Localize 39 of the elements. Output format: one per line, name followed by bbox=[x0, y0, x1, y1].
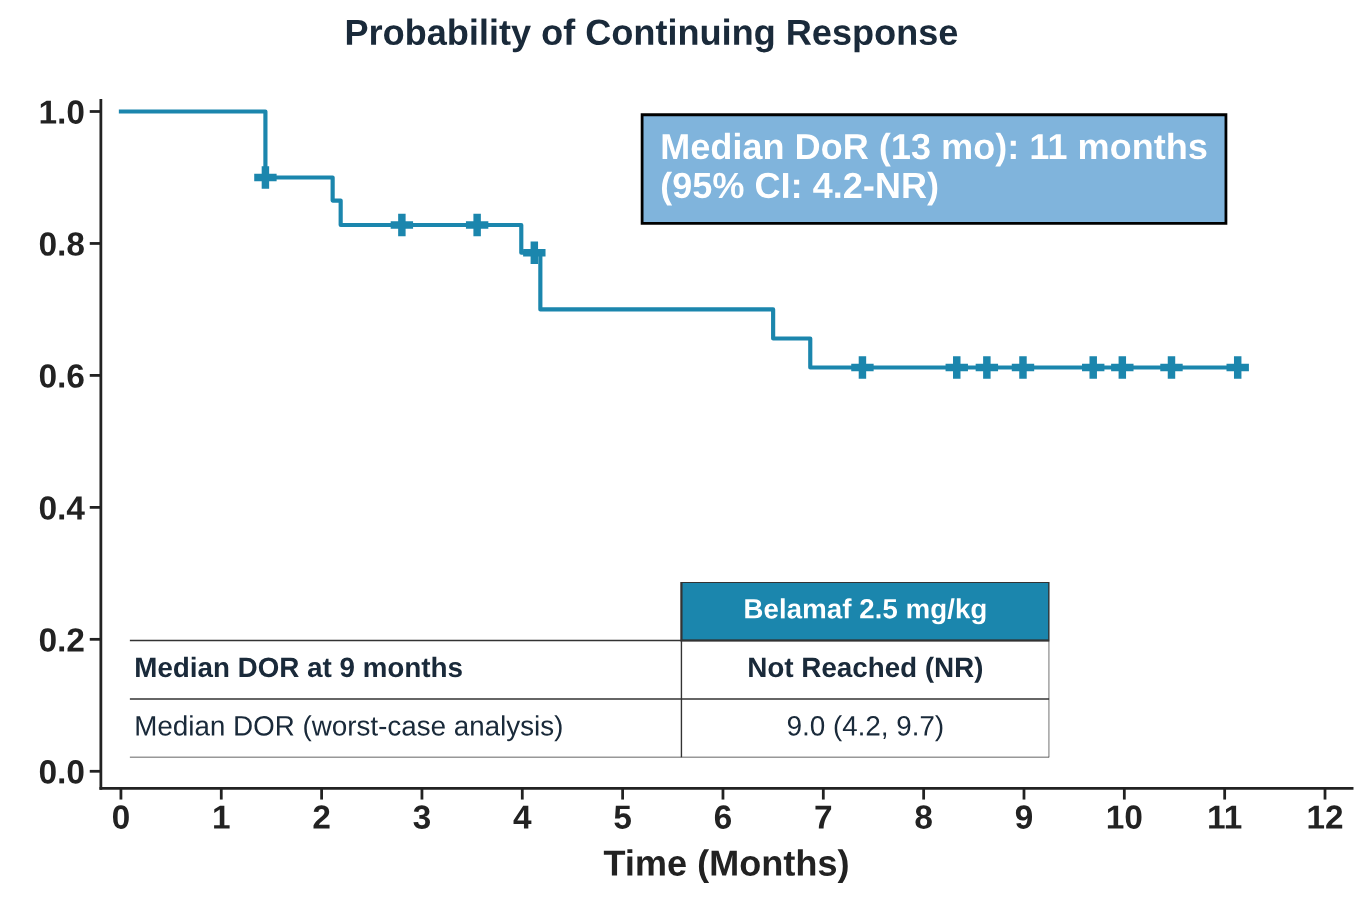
x-axis-title: Time (Months) bbox=[603, 849, 848, 884]
y-tick-label: 0.0 bbox=[39, 760, 84, 784]
point bbox=[1011, 356, 1035, 379]
x-tick-label: 8 bbox=[915, 805, 932, 829]
point bbox=[390, 213, 414, 237]
point bbox=[465, 213, 489, 237]
annotation: 9.0 (4.2, 9.7) bbox=[787, 715, 943, 742]
x-tick-label: 9 bbox=[1015, 805, 1033, 829]
point bbox=[1111, 356, 1134, 379]
x-tick-label: 4 bbox=[513, 805, 532, 829]
point bbox=[1160, 356, 1183, 379]
point bbox=[254, 166, 277, 189]
y-tick-label: 0.4 bbox=[39, 496, 85, 520]
x-tick-label: 6 bbox=[714, 805, 732, 829]
x-tick-label: 11 bbox=[1209, 805, 1242, 829]
annotation: Median DOR at 9 months bbox=[136, 656, 462, 678]
x-tick-label: 10 bbox=[1107, 805, 1142, 829]
x-tick-label: 0 bbox=[112, 805, 129, 829]
x-tick-label: 7 bbox=[815, 805, 832, 829]
y-tick-label: 1.0 bbox=[40, 100, 84, 124]
annotation: Belamaf 2.5 mg/kg bbox=[745, 598, 986, 625]
annotation: Not Reached (NR) bbox=[749, 656, 983, 683]
point bbox=[1082, 356, 1105, 379]
y-tick-label: 0.2 bbox=[39, 628, 84, 652]
point bbox=[523, 241, 546, 264]
chart-title: Probability of Continuing Response bbox=[346, 18, 958, 53]
x-tick-label: 1 bbox=[214, 805, 230, 829]
point bbox=[1226, 356, 1249, 379]
annotation: Median DOR (worst-case analysis) bbox=[136, 715, 562, 742]
x-tick-label: 5 bbox=[614, 805, 631, 829]
x-tick-label: 3 bbox=[413, 805, 431, 829]
point bbox=[945, 356, 968, 379]
x-tick-label: 2 bbox=[313, 805, 330, 829]
point bbox=[975, 356, 999, 379]
annotation: Median DoR (13 mo): 11 months (95% CI: 4.2-NR) bbox=[661, 132, 1207, 206]
point bbox=[851, 356, 874, 379]
x-tick-label: 12 bbox=[1308, 805, 1343, 829]
y-tick-label: 0.8 bbox=[39, 232, 84, 256]
y-tick-label: 0.6 bbox=[39, 364, 84, 388]
